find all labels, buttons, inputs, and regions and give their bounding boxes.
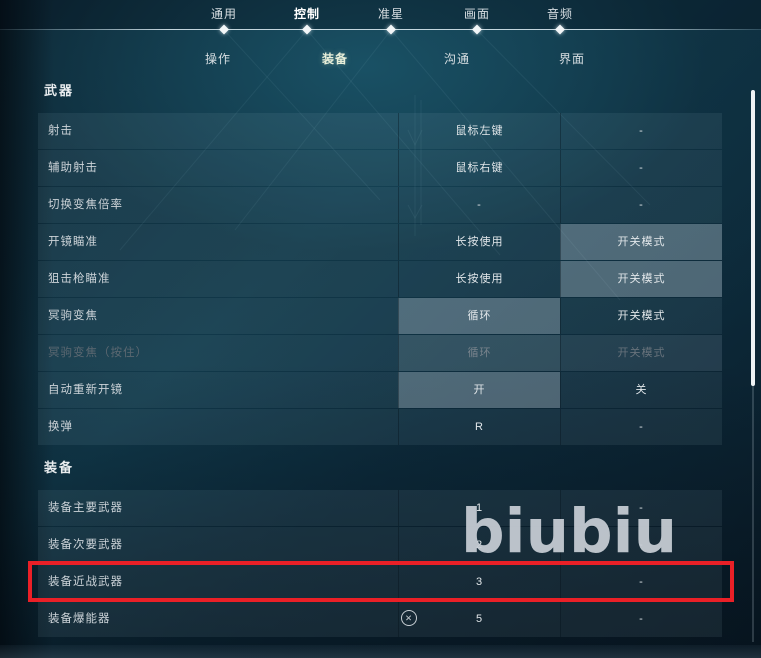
row-label: 冥驹变焦（按住） <box>48 347 148 359</box>
scrollbar-thumb[interactable] <box>751 90 755 386</box>
keybind-table: 武器 射击 鼠标左键 - 辅助射击 鼠标右键 - 切换变焦倍率 - - 开镜瞄准 长按使用 开关模式 狙击… <box>0 75 761 638</box>
settings-section: 武器 射击 鼠标左键 - 辅助射击 鼠标右键 - 切换变焦倍率 - - 开镜瞄准 长按使用 开关模式 狙击… <box>0 83 761 445</box>
table-row: 装备爆能器 5 ✕ - <box>38 601 722 637</box>
table-row: 自动重新开镜 开关 <box>38 372 722 408</box>
binding-cell-1[interactable]: 2 <box>398 527 560 563</box>
binding-cell-1[interactable]: 3 <box>398 564 560 600</box>
row-label: 装备近战武器 <box>48 576 123 588</box>
binding-cell-2[interactable]: - <box>560 113 722 149</box>
section-title: 装备 <box>44 460 75 475</box>
table-row: 切换变焦倍率 - - <box>38 187 722 223</box>
row-label: 冥驹变焦 <box>48 310 98 322</box>
row-label: 装备爆能器 <box>48 613 111 625</box>
row-label: 切换变焦倍率 <box>48 199 123 211</box>
row-label: 自动重新开镜 <box>48 384 123 396</box>
binding-cell-2[interactable]: - <box>560 601 722 637</box>
table-row: 冥驹变焦 循环 开关模式 <box>38 298 722 334</box>
binding-cell-2[interactable]: 关 <box>560 372 722 408</box>
settings-section: 装备 装备主要武器 1- 装备次要武器 2- 装备近战武器 3- 装备爆能器 5 ✕ - <box>0 460 761 637</box>
top-strip <box>0 0 761 29</box>
row-label: 狙击枪瞄准 <box>48 273 111 285</box>
section-rows: 射击 鼠标左键 - 辅助射击 鼠标右键 - 切换变焦倍率 - - 开镜瞄准 长按使用 开关模式 狙击枪瞄… <box>0 113 761 445</box>
binding-cell-1[interactable]: 长按使用 <box>398 261 560 297</box>
subtab-interface[interactable]: 界面 <box>558 52 586 66</box>
section-title: 武器 <box>44 83 75 98</box>
binding-cell-1[interactable]: 循环 <box>398 298 560 334</box>
binding-cell-1[interactable]: 1 <box>398 490 560 526</box>
binding-cell-1[interactable]: 5 ✕ <box>398 601 560 637</box>
section-rows: 装备主要武器 1- 装备次要武器 2- 装备近战武器 3- 装备爆能器 5 ✕ - <box>0 490 761 637</box>
row-label: 辅助射击 <box>48 162 98 174</box>
row-label: 装备主要武器 <box>48 502 123 514</box>
binding-cell-2[interactable]: - <box>560 527 722 563</box>
table-row: 装备近战武器 3- <box>38 564 722 600</box>
table-row: 装备次要武器 2- <box>38 527 722 563</box>
binding-cell-2[interactable]: 开关模式 <box>560 261 722 297</box>
binding-cell-1[interactable]: 开 <box>398 372 560 408</box>
subtab-equipment[interactable]: 装备 <box>321 52 349 66</box>
row-label: 装备次要武器 <box>48 539 123 551</box>
table-row: 射击 鼠标左键 - <box>38 113 722 149</box>
binding-cell-2[interactable]: - <box>560 409 722 445</box>
binding-cell-1[interactable]: 鼠标左键 <box>398 113 560 149</box>
binding-cell-2[interactable]: - <box>560 150 722 186</box>
binding-cell-2[interactable]: - <box>560 564 722 600</box>
tab-controls[interactable]: 控制 <box>293 7 321 21</box>
table-row: 换弹 R - <box>38 409 722 445</box>
binding-cell-1[interactable]: - <box>398 187 560 223</box>
binding-cell-1[interactable]: 鼠标右键 <box>398 150 560 186</box>
background-art <box>119 29 651 301</box>
tab-general[interactable]: 通用 <box>210 7 238 21</box>
tab-divider-line <box>0 24 761 34</box>
subtab-actions[interactable]: 操作 <box>204 52 232 66</box>
binding-cell-1[interactable]: 长按使用 <box>398 224 560 260</box>
table-row: 辅助射击 鼠标右键 - <box>38 150 722 186</box>
row-label: 换弹 <box>48 421 73 433</box>
row-label: 开镜瞄准 <box>48 236 98 248</box>
tab-crosshair[interactable]: 准星 <box>377 7 405 21</box>
row-label: 射击 <box>48 125 73 137</box>
binding-cell-2[interactable]: - <box>560 187 722 223</box>
binding-cell-1: 循环 <box>398 335 560 371</box>
circle-x-icon[interactable]: ✕ <box>401 610 417 626</box>
bottom-band <box>0 645 761 658</box>
binding-cell-2[interactable]: 开关模式 <box>560 224 722 260</box>
binding-cell-1[interactable]: R <box>398 409 560 445</box>
binding-cell-2[interactable]: - <box>560 490 722 526</box>
table-row: 冥驹变焦（按住） 循环 开关模式 <box>38 335 722 371</box>
binding-cell-2[interactable]: 开关模式 <box>560 298 722 334</box>
tab-audio[interactable]: 音频 <box>546 7 574 21</box>
subtab-communication[interactable]: 沟通 <box>443 52 471 66</box>
table-row: 狙击枪瞄准 长按使用 开关模式 <box>38 261 722 297</box>
table-row: 开镜瞄准 长按使用 开关模式 <box>38 224 722 260</box>
table-row: 装备主要武器 1- <box>38 490 722 526</box>
tab-video[interactable]: 画面 <box>463 7 491 21</box>
binding-cell-2: 开关模式 <box>560 335 722 371</box>
